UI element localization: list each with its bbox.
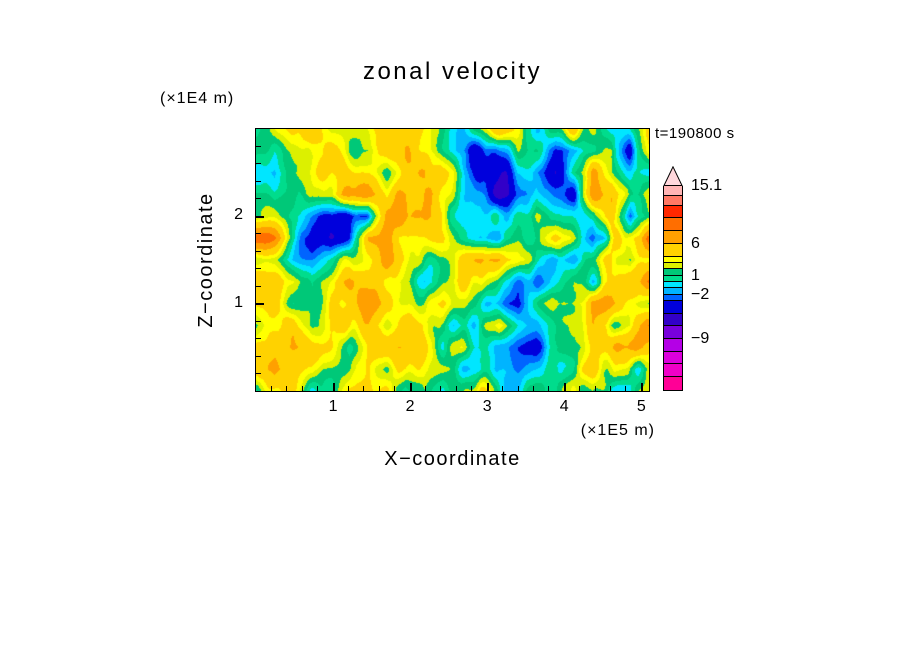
y-major-tick [256,303,264,306]
colorbar [663,166,683,391]
y-minor-tick [256,233,261,235]
x-minor-tick [625,386,627,391]
y-minor-tick [256,163,261,165]
colorbar-segment [664,339,682,352]
x-minor-tick [594,386,596,391]
y-tick-label: 1 [234,293,243,311]
x-major-tick [332,383,335,391]
contour-field-canvas [256,129,649,391]
x-minor-tick [548,386,550,391]
colorbar-segment [664,326,682,340]
colorbar-segment [664,281,682,289]
x-tick-label: 5 [636,398,646,415]
x-minor-tick [425,386,427,391]
y-tick-label: 2 [234,206,243,224]
colorbar-tick-label: −2 [691,285,710,303]
colorbar-segment [664,186,682,197]
colorbar-tick-label: −9 [691,330,710,348]
colorbar-segment [664,351,682,365]
x-major-tick [409,383,412,391]
x-minor-tick [517,386,519,391]
x-minor-tick [286,386,288,391]
y-axis-unit-label: (×1E4 m) [160,90,235,107]
colorbar-segment [664,269,682,276]
colorbar-segment [664,364,682,378]
x-minor-tick [317,386,319,391]
colorbar-segment [664,377,682,390]
colorbar-segment [664,288,682,295]
colorbar-scale [663,186,683,391]
y-minor-tick [256,320,261,322]
x-minor-tick [455,386,457,391]
x-major-tick [563,383,566,391]
x-minor-tick [301,386,303,391]
colorbar-tick-label: 1 [691,266,700,284]
y-minor-tick [256,250,261,252]
x-major-tick [640,383,643,391]
x-minor-tick [609,386,611,391]
x-tick-label: 4 [559,398,569,415]
colorbar-segment [664,275,682,282]
colorbar-segment [664,294,682,301]
colorbar-segment [664,256,682,263]
colorbar-arrow-icon [663,166,683,186]
x-minor-tick [471,386,473,391]
y-axis-title: Z−coordinate [195,192,217,328]
x-axis-unit-label: (×1E5 m) [580,422,655,439]
plot-area [255,128,650,392]
x-minor-tick [270,386,272,391]
y-minor-tick [256,268,261,270]
y-minor-tick [256,180,261,182]
x-minor-tick [363,386,365,391]
colorbar-segment [664,218,682,232]
y-minor-tick [256,338,261,340]
colorbar-tick-label: 6 [691,234,700,252]
y-minor-tick [256,198,261,200]
y-minor-tick [256,145,261,147]
x-minor-tick [502,386,504,391]
colorbar-segment [664,231,682,244]
x-major-tick [486,383,489,391]
plot-title: zonal velocity [362,58,543,85]
x-minor-tick [347,386,349,391]
colorbar-segment [664,313,682,327]
x-tick-label: 2 [405,398,415,415]
colorbar-segment [664,243,682,257]
colorbar-segment [664,262,682,270]
colorbar-segment [664,196,682,206]
x-axis-title: X−coordinate [384,448,521,470]
x-minor-tick [440,386,442,391]
colorbar-segment [664,300,682,314]
colorbar-tick-label: 15.1 [691,177,723,194]
y-minor-tick [256,355,261,357]
x-minor-tick [394,386,396,391]
y-minor-tick [256,373,261,375]
y-major-tick [256,215,264,218]
x-tick-label: 3 [482,398,492,415]
x-minor-tick [378,386,380,391]
x-tick-label: 1 [328,398,338,415]
x-minor-tick [532,386,534,391]
time-annotation: t=190800 s [655,125,735,142]
colorbar-segment [664,205,682,219]
x-minor-tick [579,386,581,391]
y-minor-tick [256,285,261,287]
